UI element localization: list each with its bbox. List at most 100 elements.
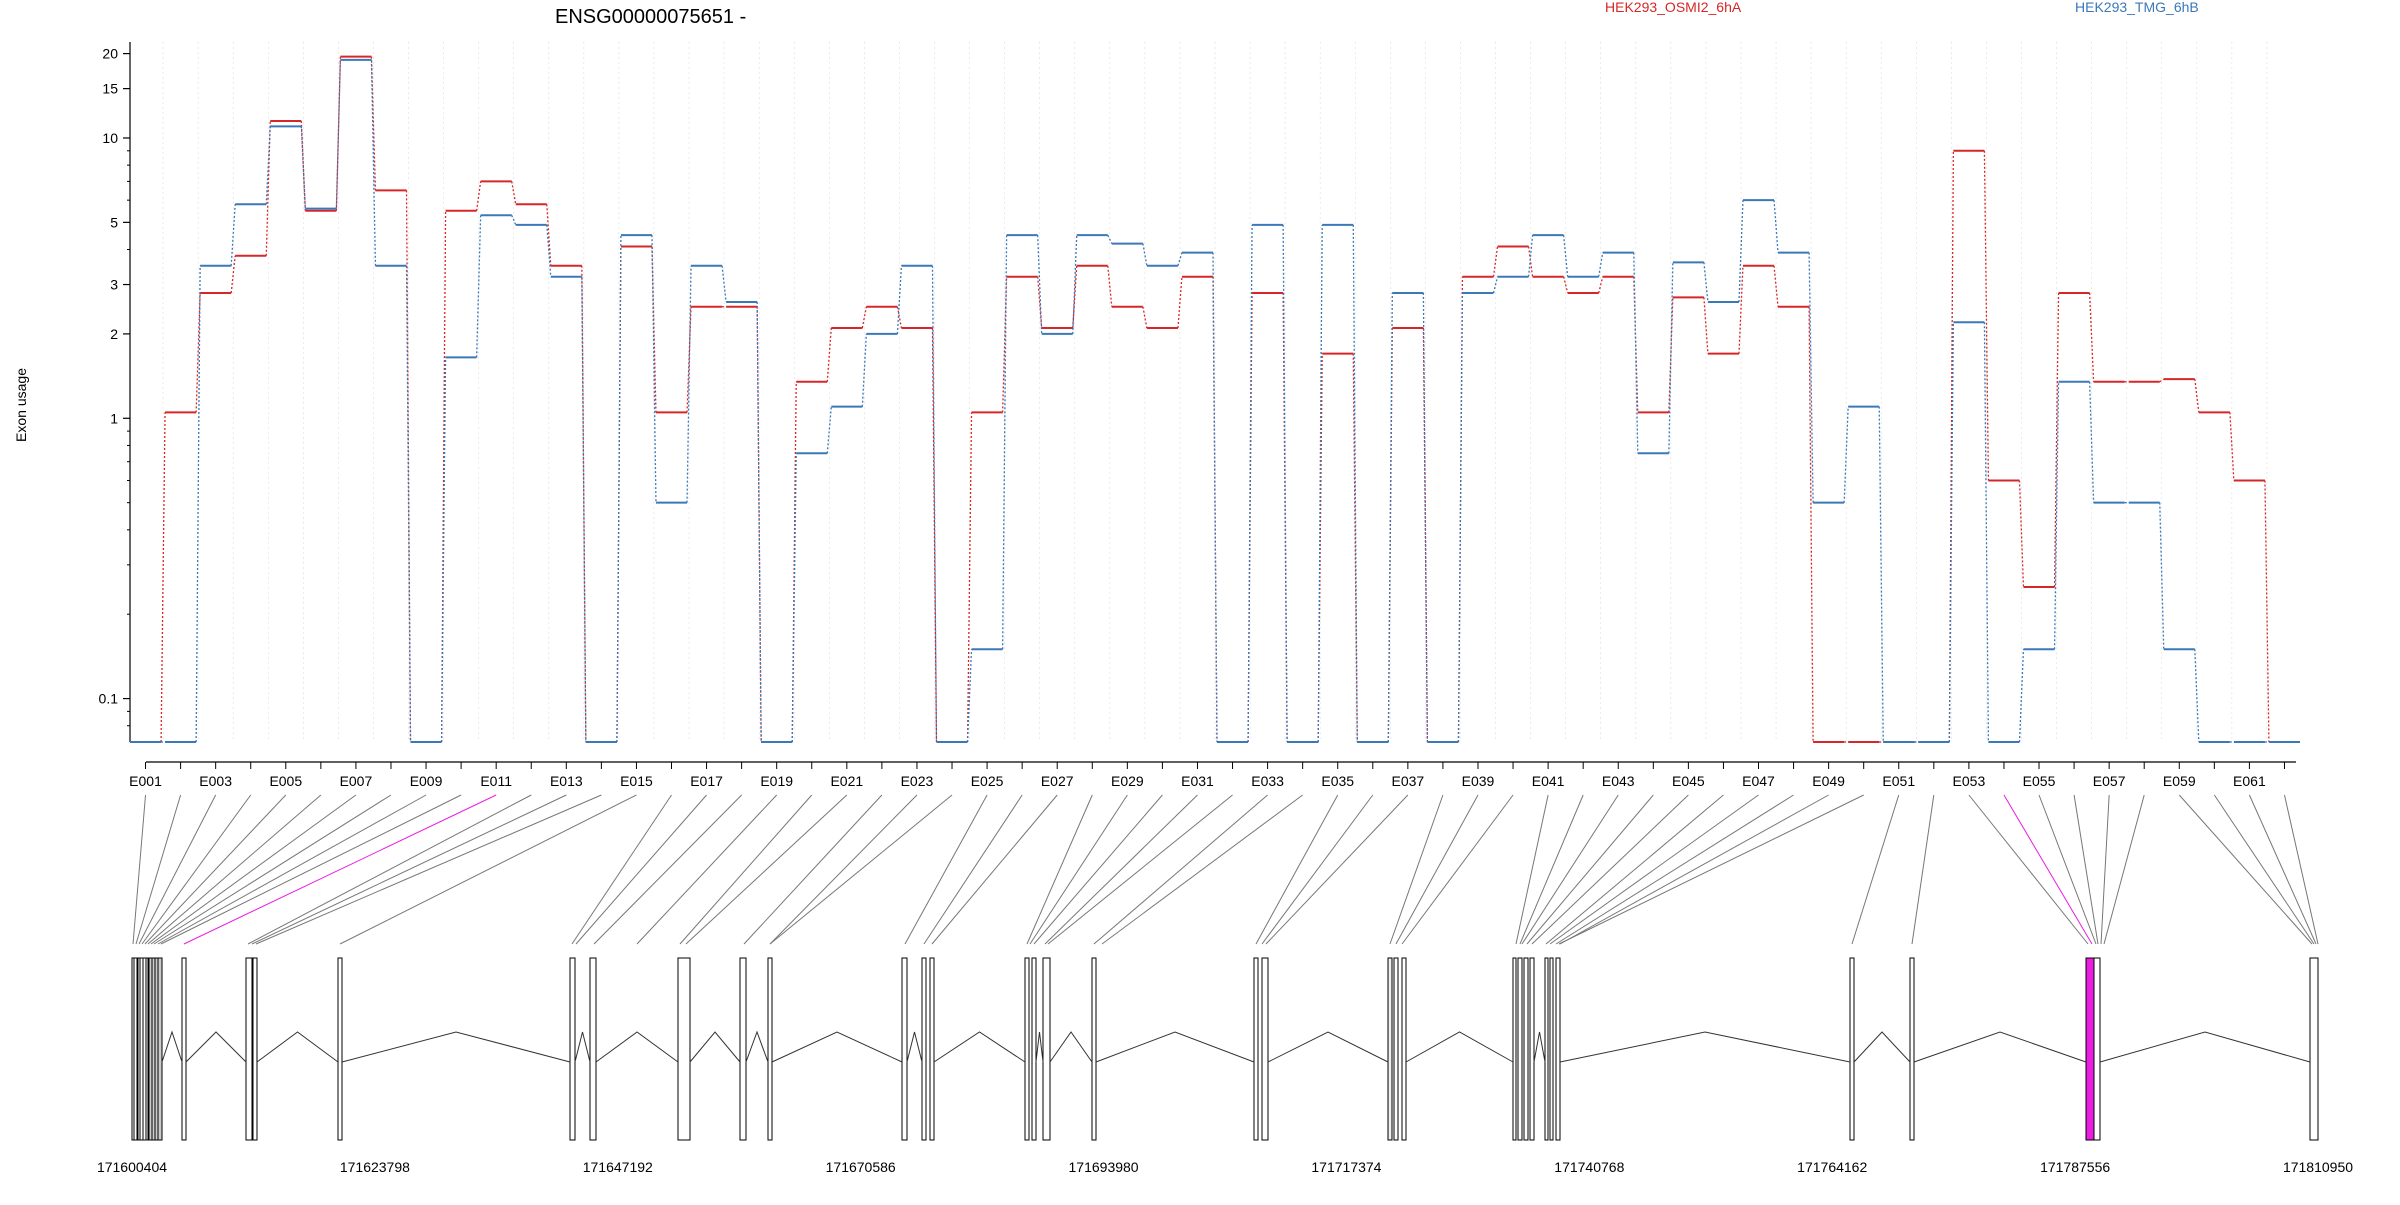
x-tick-label: E005 xyxy=(269,773,302,789)
series-connector xyxy=(1633,252,1639,454)
x-tick-label: E045 xyxy=(1672,773,1705,789)
genomic-tick-label: 171717374 xyxy=(1311,1159,1381,1175)
series-connector xyxy=(1492,246,1499,277)
intron xyxy=(1049,1031,1093,1063)
exon-connector-E010 xyxy=(160,794,462,945)
exon-block xyxy=(1517,957,1523,1141)
exon-connector-E042 xyxy=(1519,794,1584,945)
exon-block xyxy=(181,957,187,1141)
y-tick-label: 15 xyxy=(102,81,118,97)
x-tick-label: E011 xyxy=(480,773,512,789)
intron xyxy=(161,1030,183,1063)
intron xyxy=(341,1031,571,1063)
x-axis: E001 E003 E005 E007 E009 E011 E013 E015 E017 E019… xyxy=(129,761,2296,789)
exon-block xyxy=(1042,957,1051,1141)
exon-block xyxy=(1529,957,1535,1141)
y-tick-label: 5 xyxy=(110,214,118,230)
series-connector xyxy=(1107,265,1113,307)
series-connector xyxy=(2264,480,2270,743)
exon-block xyxy=(901,957,908,1141)
y-tick-label: 1 xyxy=(110,410,118,426)
gene-model xyxy=(131,957,2319,1141)
series-connector xyxy=(1177,276,1183,329)
exon-connector-E057 xyxy=(2100,794,2110,945)
y-tick-label: 20 xyxy=(102,46,118,62)
series-connector xyxy=(1422,292,1429,743)
intron xyxy=(933,1031,1026,1063)
series-connector xyxy=(966,412,973,743)
exon-connector-E004 xyxy=(141,794,252,945)
exon-block xyxy=(1393,957,1399,1141)
x-tick-label: E037 xyxy=(1392,773,1425,789)
series-connector xyxy=(2229,412,2235,481)
y-tick-label: 2 xyxy=(110,326,118,342)
series-connector xyxy=(1562,235,1569,277)
series-HEK293_TMG_6hB xyxy=(130,58,2300,743)
x-tick-label: E033 xyxy=(1251,773,1284,789)
exon-connector-E019 xyxy=(636,794,778,945)
series-connector xyxy=(1142,306,1148,329)
series-connector xyxy=(1843,406,1849,503)
series-connector xyxy=(581,276,587,743)
exon-connector-E033 xyxy=(1093,794,1268,945)
intron xyxy=(689,1031,741,1063)
series-connector xyxy=(1387,327,1393,743)
series-connector xyxy=(265,126,271,205)
exon-block xyxy=(1549,957,1554,1141)
intron xyxy=(185,1031,247,1063)
exon-connector-E058 xyxy=(2103,794,2145,945)
series-connector xyxy=(2018,649,2025,743)
exon-block xyxy=(245,957,253,1141)
series-layer xyxy=(130,55,2300,743)
intron xyxy=(2099,1031,2311,1063)
exon-connector-E045 xyxy=(1531,794,1689,945)
series-connector xyxy=(160,412,166,743)
series-connector xyxy=(195,265,201,743)
exon-connector-E040 xyxy=(1401,794,1514,945)
series-connector xyxy=(1072,235,1078,334)
chart-title: ENSG00000075651 - xyxy=(555,6,746,28)
exon-connector-E017 xyxy=(575,794,707,945)
series-connector xyxy=(1457,292,1464,743)
x-tick-label: E025 xyxy=(971,773,1004,789)
exon-connector-E044 xyxy=(1526,794,1654,945)
exon-connector-E012 xyxy=(247,794,532,945)
exon-connector-E052 xyxy=(1911,794,1935,945)
exon-connector-E034 xyxy=(1101,794,1303,945)
x-tick-label: E053 xyxy=(1953,773,1986,789)
y-tick-label: 0.1 xyxy=(99,691,119,707)
series-connector xyxy=(1598,252,1604,277)
exon-connector-E008 xyxy=(153,794,392,945)
exon-block xyxy=(1024,957,1030,1141)
series-connector xyxy=(686,306,692,413)
exon-connector-E030 xyxy=(1033,794,1163,945)
series-connector xyxy=(1001,235,1008,650)
exon-block xyxy=(767,957,773,1141)
x-tick-label: E021 xyxy=(830,773,863,789)
y-axis: 0.1 1 2 3 5 10 15 20 xyxy=(99,42,131,742)
series-connector xyxy=(686,265,692,503)
genomic-tick-label: 171600404 xyxy=(97,1159,167,1175)
exon-connector-E056 xyxy=(2073,794,2099,945)
series-connector xyxy=(1773,200,1779,253)
genomic-tick-label: 171693980 xyxy=(1069,1159,1139,1175)
genomic-tick-label: 171623798 xyxy=(340,1159,410,1175)
intron xyxy=(1035,1031,1044,1063)
exon-connector-E009 xyxy=(157,794,427,945)
x-tick-label: E003 xyxy=(199,773,232,789)
exon-connector-E021 xyxy=(685,794,848,945)
x-tick-label: E039 xyxy=(1462,773,1495,789)
x-grid xyxy=(162,42,2268,742)
series-connector xyxy=(616,235,622,743)
exon-connector-E003 xyxy=(138,794,217,945)
intron xyxy=(1095,1031,1255,1063)
exon-connector-E001 xyxy=(132,794,147,945)
series-connector xyxy=(265,120,271,256)
series-connector xyxy=(1948,150,1955,743)
exon-connector-E016 xyxy=(571,794,672,945)
exon-connector-E054 xyxy=(2003,794,2093,945)
series-connector xyxy=(405,265,412,743)
exon-block xyxy=(1544,957,1549,1141)
